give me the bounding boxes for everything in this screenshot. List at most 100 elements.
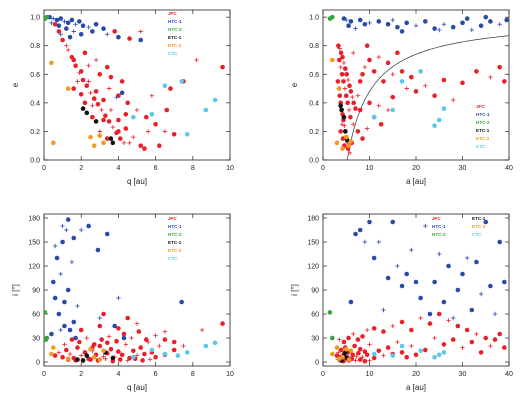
- point-jfc: [171, 347, 177, 353]
- legend-entry: HTC-2: [432, 232, 446, 237]
- y-tick-label: 0.6: [309, 72, 319, 79]
- point-etc-2: [340, 146, 345, 151]
- point-jfc: [469, 339, 475, 345]
- point-jfc: [71, 86, 77, 91]
- point-jfc: [362, 349, 368, 354]
- point-jfc: [145, 129, 151, 134]
- point-jfc: [162, 337, 168, 342]
- point-etc-2: [348, 139, 354, 144]
- point-ctc: [371, 114, 377, 120]
- point-jfc: [409, 327, 414, 333]
- point-jfc: [91, 96, 97, 101]
- point-jfc: [355, 129, 361, 134]
- y-tick-label: 1.0: [309, 15, 319, 22]
- point-htc-1: [357, 17, 363, 23]
- point-htc-2: [327, 310, 333, 315]
- point-jfc: [338, 50, 344, 56]
- legend-entry: ETC-2: [168, 43, 182, 48]
- point-jfc: [108, 346, 114, 352]
- point-jfc: [78, 91, 84, 97]
- point-jfc: [138, 29, 143, 34]
- point-jfc: [432, 335, 437, 341]
- point-jfc: [101, 354, 106, 359]
- point-htc-1: [469, 307, 475, 313]
- point-jfc: [346, 335, 351, 341]
- point-jfc: [367, 57, 372, 63]
- x-tick-label: 0: [42, 165, 46, 172]
- x-tick-label: 20: [412, 371, 420, 378]
- point-jfc: [116, 326, 121, 331]
- point-jfc: [390, 94, 396, 100]
- point-jfc: [88, 357, 93, 362]
- point-htc-1: [357, 227, 363, 233]
- point-etc-2: [343, 346, 349, 352]
- point-jfc: [423, 83, 428, 88]
- point-htc-1: [413, 279, 419, 285]
- point-htc-1: [71, 235, 77, 241]
- point-htc-1: [97, 315, 102, 321]
- point-jfc: [341, 79, 346, 84]
- point-htc-2: [44, 310, 48, 315]
- point-jfc: [339, 71, 345, 77]
- point-htc-1: [138, 37, 144, 43]
- point-htc-1: [362, 239, 368, 245]
- point-jfc: [357, 107, 363, 113]
- x-tick-label: 0: [321, 165, 325, 172]
- point-jfc: [52, 21, 58, 27]
- point-jfc: [418, 315, 423, 321]
- y-tick-label: 0.0: [309, 158, 319, 165]
- point-jfc: [492, 337, 498, 342]
- point-jfc: [84, 83, 90, 89]
- legend-entry: ETC-2: [168, 248, 182, 253]
- point-htc-1: [65, 217, 71, 222]
- point-etc-2: [330, 57, 335, 63]
- point-htc-1: [114, 94, 119, 100]
- data-marks: [327, 14, 509, 160]
- x-tick-label: 10: [366, 165, 374, 172]
- point-jfc: [353, 106, 358, 111]
- point-jfc: [130, 348, 136, 354]
- point-etc-1: [80, 106, 86, 111]
- point-jfc: [78, 69, 84, 74]
- legend-entry: HTC-2: [168, 27, 182, 32]
- point-ctc: [130, 114, 136, 120]
- x-tick-label: 30: [459, 165, 467, 172]
- y-axis-label: e: [290, 82, 299, 87]
- point-jfc: [97, 323, 103, 329]
- legend: JFC HTC-1 HTC-2 ETC-1 ETC-2 CTC: [168, 216, 182, 261]
- y-tick-label: 0: [36, 360, 40, 367]
- point-htc-1: [385, 275, 391, 281]
- point-jfc: [441, 77, 447, 83]
- point-jfc: [450, 337, 456, 342]
- point-jfc: [77, 339, 82, 345]
- point-htc-1: [121, 335, 127, 341]
- legend-entry: HTC-1: [432, 224, 446, 229]
- point-ctc: [212, 340, 218, 346]
- point-jfc: [360, 136, 365, 141]
- point-htc-1: [446, 263, 451, 269]
- point-jfc: [348, 114, 353, 120]
- point-etc-2: [97, 133, 103, 139]
- point-jfc: [335, 79, 341, 84]
- point-htc-1: [86, 24, 91, 30]
- point-jfc: [378, 121, 384, 127]
- point-htc-1: [60, 223, 65, 229]
- point-jfc: [497, 331, 503, 337]
- point-jfc: [371, 69, 377, 74]
- point-jfc: [371, 326, 377, 331]
- point-jfc: [134, 107, 140, 113]
- point-htc-1: [93, 21, 99, 27]
- point-jfc: [153, 354, 158, 360]
- point-htc-1: [483, 14, 489, 20]
- point-etc-2: [101, 140, 106, 146]
- point-htc-1: [353, 231, 358, 237]
- point-jfc: [134, 353, 140, 358]
- point-jfc: [136, 329, 142, 334]
- legend: JFC HTC-1 HTC-2 ETC-1 ETC-2 CTC: [476, 104, 490, 149]
- point-jfc: [56, 29, 62, 34]
- point-jfc: [342, 86, 348, 91]
- point-jfc: [360, 71, 365, 77]
- point-jfc: [84, 335, 89, 341]
- point-htc-1: [58, 16, 64, 21]
- point-htc-1: [62, 299, 67, 305]
